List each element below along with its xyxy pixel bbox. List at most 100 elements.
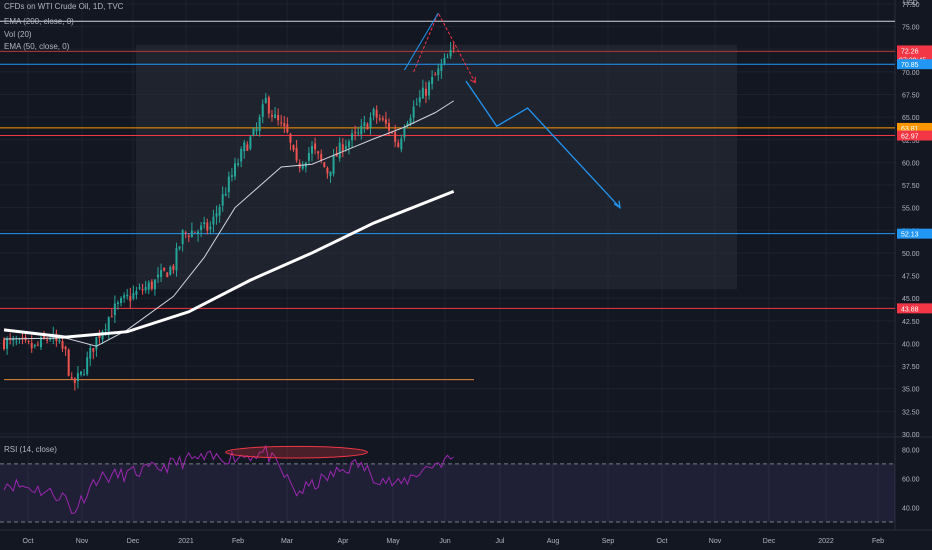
candle-body xyxy=(237,163,240,166)
candle-body xyxy=(406,122,409,126)
candle-body xyxy=(243,142,246,152)
candle-body xyxy=(421,87,424,99)
time-tick-label: Feb xyxy=(232,538,244,545)
price-label-box xyxy=(897,228,932,239)
candle-body xyxy=(443,57,446,64)
candle-body xyxy=(43,335,46,339)
candle-body xyxy=(73,378,76,384)
ema200-line xyxy=(3,189,455,339)
candle-body xyxy=(169,266,172,275)
candle-body xyxy=(424,88,427,96)
candle-body xyxy=(274,114,277,118)
candle-body xyxy=(206,222,209,231)
time-tick-label: Dec xyxy=(127,538,140,545)
candle-body xyxy=(335,153,338,157)
price-label-box xyxy=(897,122,932,133)
price-label-text: 43.88 xyxy=(901,306,919,313)
candle-body xyxy=(452,47,455,49)
candle-body xyxy=(126,294,129,297)
candle-body xyxy=(144,287,147,291)
price-tick-label: 70.00 xyxy=(902,70,920,77)
candle-body xyxy=(27,341,30,343)
candle-body xyxy=(116,302,119,304)
price-tick-label: 30.00 xyxy=(902,432,920,439)
price-tick-label: 67.50 xyxy=(902,93,920,100)
candle-body xyxy=(320,153,323,161)
candle-body xyxy=(341,144,344,152)
candle-body xyxy=(403,127,406,138)
candle-body xyxy=(113,303,116,316)
candle-body xyxy=(157,274,159,278)
price-label-text: 52.13 xyxy=(901,232,919,239)
candle-body xyxy=(15,341,18,343)
price-tick-label: 32.50 xyxy=(902,409,920,416)
candle-body xyxy=(33,344,36,347)
price-tick-label: 60.00 xyxy=(902,160,920,167)
candle-body xyxy=(181,230,184,245)
rsi-tick-label: 60.00 xyxy=(902,476,920,483)
candle-body xyxy=(64,346,67,350)
candle-body xyxy=(409,118,412,125)
projection-alt-start xyxy=(403,12,439,71)
candle-body xyxy=(246,144,249,151)
candle-body xyxy=(264,97,267,103)
time-tick-label: 2022 xyxy=(818,538,834,545)
candle-body xyxy=(307,152,310,161)
candle-body xyxy=(70,377,73,379)
candle-body xyxy=(197,231,200,235)
price-label-text: 62.97 xyxy=(901,134,919,141)
candle-body xyxy=(240,149,243,162)
rsi-line xyxy=(3,444,454,515)
candle-body xyxy=(286,124,289,132)
projection-alt-arrowhead xyxy=(469,76,476,84)
time-tick-label: Oct xyxy=(657,538,668,545)
candle-body xyxy=(394,131,397,142)
candle-body xyxy=(326,167,329,174)
candle-body xyxy=(314,143,317,150)
candle-body xyxy=(212,216,215,225)
candle-body xyxy=(280,122,283,124)
time-tick-label: Jun xyxy=(439,538,450,545)
time-tick-label: Feb xyxy=(872,538,884,545)
candle-body xyxy=(283,123,286,127)
candle-body xyxy=(375,109,378,118)
candle-body xyxy=(372,109,375,116)
candle-body xyxy=(49,338,52,340)
candle-body xyxy=(440,64,443,71)
candle-body xyxy=(89,347,92,359)
candle-body xyxy=(234,163,236,177)
candle-body xyxy=(95,336,98,350)
price-tick-label: 57.50 xyxy=(902,183,920,190)
time-tick-label: Sep xyxy=(602,538,615,545)
candle-body xyxy=(138,287,141,289)
candle-body xyxy=(270,114,273,117)
price-tick-label: 55.00 xyxy=(902,206,920,213)
time-tick-label: Mar xyxy=(281,538,294,545)
candle-body xyxy=(184,232,187,234)
candle-body xyxy=(150,281,153,289)
price-tick-label: 75.00 xyxy=(902,25,920,32)
legend-vol[interactable]: Vol (20) xyxy=(4,30,32,39)
candle-body xyxy=(175,248,178,271)
candle-body xyxy=(351,133,354,141)
rsi-tick-label: 80.00 xyxy=(902,447,920,454)
price-tick-label: 42.50 xyxy=(902,319,920,326)
candle-body xyxy=(384,119,387,124)
legend-symbol[interactable]: CFDs on WTI Crude Oil, 1D, TVC xyxy=(4,2,124,11)
candle-body xyxy=(267,97,270,114)
candle-body xyxy=(58,340,61,342)
axes[interactable]: 77.5075.0072.5070.0067.5065.0062.5060.00… xyxy=(23,2,932,545)
candle-body xyxy=(190,230,193,238)
legend-ema50[interactable]: EMA (50, close, 0) xyxy=(4,42,70,51)
candle-body xyxy=(147,282,150,290)
legend-ema200[interactable]: EMA (200, close, 0) xyxy=(4,17,74,26)
legend-rsi[interactable]: RSI (14, close) xyxy=(4,445,57,454)
price-tick-label: 40.00 xyxy=(902,341,920,348)
candle-body xyxy=(347,141,350,148)
candle-body xyxy=(172,265,175,270)
candle-body xyxy=(434,74,437,76)
candle-body xyxy=(83,374,86,376)
candle-body xyxy=(332,155,335,174)
candle-body xyxy=(366,123,369,130)
time-tick-label: Jul xyxy=(496,538,505,545)
